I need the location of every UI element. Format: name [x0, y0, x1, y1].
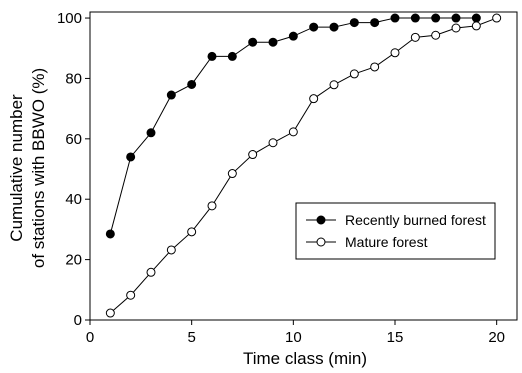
x-tick-label: 10: [285, 329, 302, 346]
plot-frame: [89, 11, 518, 321]
data-point: [451, 23, 461, 33]
data-point: [268, 138, 278, 148]
data-point: [431, 30, 441, 40]
data-point: [309, 94, 319, 104]
data-point: [268, 37, 278, 47]
data-point: [227, 51, 237, 61]
data-point: [166, 90, 176, 100]
data-point: [207, 51, 217, 61]
y-axis-title-line-1: Cumulative number: [7, 94, 26, 242]
data-point: [288, 127, 298, 137]
data-point: [329, 80, 339, 90]
data-point: [187, 79, 197, 89]
data-point: [288, 31, 298, 41]
data-point: [105, 229, 115, 239]
legend: Recently burned forest Mature forest: [295, 202, 496, 260]
y-tick-label: 40: [65, 191, 82, 208]
data-point: [248, 150, 258, 160]
data-point: [207, 201, 217, 211]
data-point: [146, 267, 156, 277]
data-point: [471, 13, 481, 23]
x-tick-label: 5: [187, 329, 195, 346]
data-point: [390, 48, 400, 58]
legend-label-mature: Mature forest: [345, 234, 428, 250]
data-point: [227, 169, 237, 179]
data-point: [349, 18, 359, 28]
data-point: [431, 13, 441, 23]
data-point: [349, 69, 359, 79]
data-point: [390, 13, 400, 23]
y-tick-label: 0: [74, 312, 82, 329]
data-point: [370, 62, 380, 72]
data-point: [309, 22, 319, 32]
series-1: [105, 13, 481, 239]
series-2: [105, 13, 502, 318]
x-tick-label: 0: [86, 329, 94, 346]
series-line: [109, 17, 477, 235]
data-point: [105, 308, 115, 318]
legend-marker-recently-burned: [316, 215, 326, 225]
data-point: [329, 22, 339, 32]
axes: 0 5 10 15 20 0 20 40 60 80 100: [57, 10, 518, 346]
y-tick-label: 80: [65, 70, 82, 87]
data-point: [370, 18, 380, 28]
data-point: [126, 152, 136, 162]
y-tick-label: 100: [57, 10, 82, 27]
x-tick-label: 15: [387, 329, 404, 346]
data-point: [451, 13, 461, 23]
x-tick-label: 20: [488, 329, 505, 346]
data-point: [187, 227, 197, 237]
data-point: [126, 290, 136, 300]
y-axis-title-line-2: of stations with BBWO (%): [29, 68, 48, 268]
legend-box: [295, 202, 496, 260]
series-layer: [105, 13, 502, 318]
data-point: [166, 245, 176, 255]
data-point: [492, 13, 502, 23]
y-tick-label: 20: [65, 252, 82, 269]
data-point: [410, 13, 420, 23]
series-line: [110, 17, 497, 314]
data-point: [146, 128, 156, 138]
legend-marker-mature: [316, 237, 326, 247]
x-axis-title: Time class (min): [243, 349, 367, 368]
data-point: [471, 21, 481, 31]
y-tick-label: 60: [65, 131, 82, 148]
data-point: [248, 37, 258, 47]
legend-label-recently-burned: Recently burned forest: [345, 212, 486, 228]
data-point: [410, 32, 420, 42]
